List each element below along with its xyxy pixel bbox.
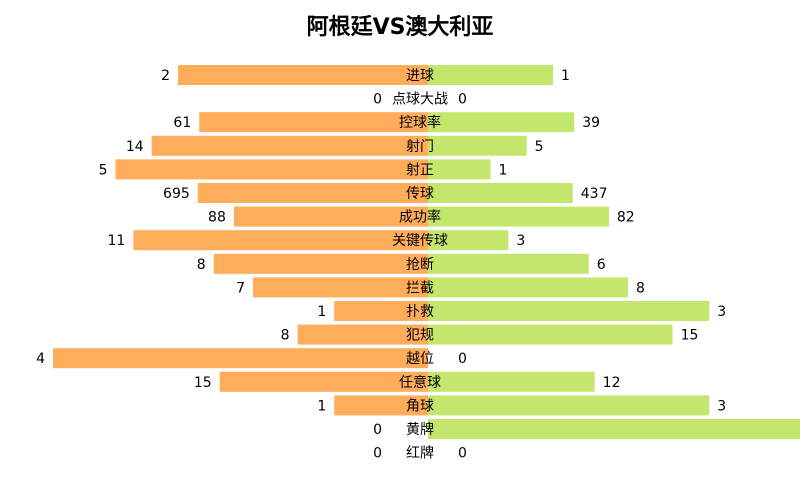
bar-left [151, 135, 428, 156]
value-right: 1 [499, 162, 508, 178]
stat-row: 任意球 15 12 [194, 371, 621, 392]
value-left: 8 [197, 257, 206, 273]
category-label: 任意球 [399, 374, 441, 391]
category-label: 传球 [406, 186, 434, 202]
category-label: 越位 [406, 351, 434, 367]
bar-left [233, 206, 428, 227]
stat-row: 点球大战 0 0 [373, 92, 467, 108]
category-label: 射门 [406, 139, 434, 155]
value-left: 695 [163, 186, 190, 202]
category-label: 犯规 [406, 328, 434, 344]
category-label: 拦截 [406, 280, 434, 296]
value-left: 0 [373, 92, 382, 108]
bar-right [428, 419, 800, 439]
value-right: 0 [458, 446, 467, 462]
bar-left [297, 324, 428, 345]
bar-left [197, 183, 428, 203]
stat-row: 成功率 88 82 [208, 206, 635, 227]
value-right: 12 [603, 375, 621, 391]
category-label: 成功率 [399, 209, 441, 226]
value-left: 4 [36, 351, 45, 367]
category-label: 关键传球 [392, 233, 448, 249]
bar-right [428, 277, 628, 298]
bar-right [428, 230, 509, 251]
bar-left [334, 395, 428, 416]
category-label: 抢断 [406, 256, 434, 273]
bar-right [428, 324, 673, 345]
bar-right [428, 371, 595, 392]
bar-left [115, 159, 428, 180]
bar-left [253, 277, 428, 298]
bar-right [428, 253, 589, 274]
value-right: 15 [681, 328, 699, 344]
value-left: 7 [236, 280, 245, 296]
stat-row: 黄牌02 [373, 419, 800, 439]
stat-row: 越位 4 0 [36, 348, 467, 369]
stat-row: 控球率 61 39 [173, 112, 600, 133]
bar-right [428, 65, 553, 85]
bar-left [199, 112, 428, 133]
value-right: 3 [717, 398, 726, 414]
category-label: 黄牌 [406, 421, 434, 438]
value-left: 11 [108, 233, 126, 249]
stat-row: 红牌 0 0 [373, 445, 467, 462]
value-left: 0 [373, 446, 382, 462]
bar-right [428, 183, 573, 203]
bar-right [428, 135, 527, 156]
stat-row: 进球 2 1 [161, 65, 570, 85]
value-left: 0 [373, 422, 382, 438]
stat-row: 射门 14 5 [126, 135, 544, 156]
bar-right [428, 159, 491, 180]
value-right: 6 [597, 257, 606, 273]
value-left: 1 [317, 304, 326, 320]
bar-left [219, 371, 428, 392]
bar-right [428, 395, 710, 416]
value-right: 3 [717, 304, 726, 320]
category-label: 红牌 [406, 445, 434, 462]
category-label: 进球 [406, 68, 434, 84]
stat-row: 扑救 1 3 [317, 301, 726, 321]
stat-row: 抢断 8 6 [197, 253, 606, 274]
category-label: 角球 [406, 398, 434, 414]
value-left: 88 [208, 210, 226, 226]
value-left: 1 [317, 398, 326, 414]
chart-title: 阿根廷VS澳大利亚 [306, 15, 494, 40]
stat-row: 拦截 7 8 [236, 277, 645, 298]
value-right: 1 [561, 68, 570, 84]
stat-row: 关键传球 11 3 [108, 230, 525, 251]
stat-row: 犯规 8 15 [281, 324, 699, 345]
value-right: 8 [636, 280, 645, 296]
category-label: 点球大战 [392, 92, 448, 108]
value-right: 3 [516, 233, 525, 249]
stat-row: 角球 1 3 [317, 395, 726, 416]
value-right: 5 [535, 139, 544, 155]
value-right: 39 [582, 115, 600, 131]
value-left: 5 [99, 162, 108, 178]
bar-left [133, 230, 428, 251]
value-left: 14 [126, 139, 144, 155]
bar-right [428, 206, 609, 227]
value-left: 15 [194, 375, 212, 391]
stat-row: 射正 5 1 [99, 159, 508, 180]
category-label: 射正 [406, 162, 434, 178]
value-left: 61 [173, 115, 191, 131]
value-right: 0 [458, 92, 467, 108]
bar-left [213, 253, 428, 274]
category-label: 扑救 [406, 304, 434, 320]
category-label: 控球率 [399, 114, 441, 131]
value-left: 2 [161, 68, 170, 84]
value-right: 437 [581, 186, 608, 202]
bar-right [428, 301, 710, 321]
value-left: 8 [281, 328, 290, 344]
bar-left [53, 348, 428, 369]
stat-row: 传球 695 437 [163, 183, 608, 203]
value-right: 0 [458, 351, 467, 367]
value-right: 82 [617, 210, 635, 226]
bar-right [428, 112, 575, 133]
bar-left [178, 65, 428, 85]
bar-left [334, 301, 428, 321]
